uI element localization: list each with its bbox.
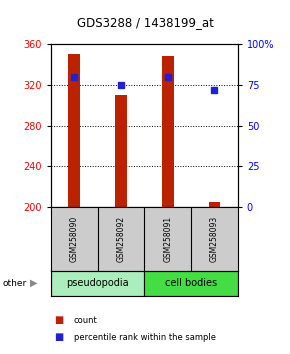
Text: other: other xyxy=(3,279,27,288)
Text: GDS3288 / 1438199_at: GDS3288 / 1438199_at xyxy=(77,17,213,29)
Text: GSM258090: GSM258090 xyxy=(70,216,79,262)
Bar xyxy=(115,95,127,207)
Text: GSM258091: GSM258091 xyxy=(163,216,172,262)
Text: cell bodies: cell bodies xyxy=(165,278,217,288)
Text: ■: ■ xyxy=(54,332,63,342)
Bar xyxy=(162,56,173,207)
Bar xyxy=(68,55,80,207)
Bar xyxy=(144,271,238,296)
Text: ■: ■ xyxy=(54,315,63,325)
Text: percentile rank within the sample: percentile rank within the sample xyxy=(74,333,216,342)
Bar xyxy=(209,202,220,207)
Text: count: count xyxy=(74,316,98,325)
Text: ▶: ▶ xyxy=(30,278,38,288)
Text: pseudopodia: pseudopodia xyxy=(66,278,129,288)
Text: GSM258093: GSM258093 xyxy=(210,216,219,262)
Bar xyxy=(51,271,144,296)
Text: GSM258092: GSM258092 xyxy=(116,216,125,262)
